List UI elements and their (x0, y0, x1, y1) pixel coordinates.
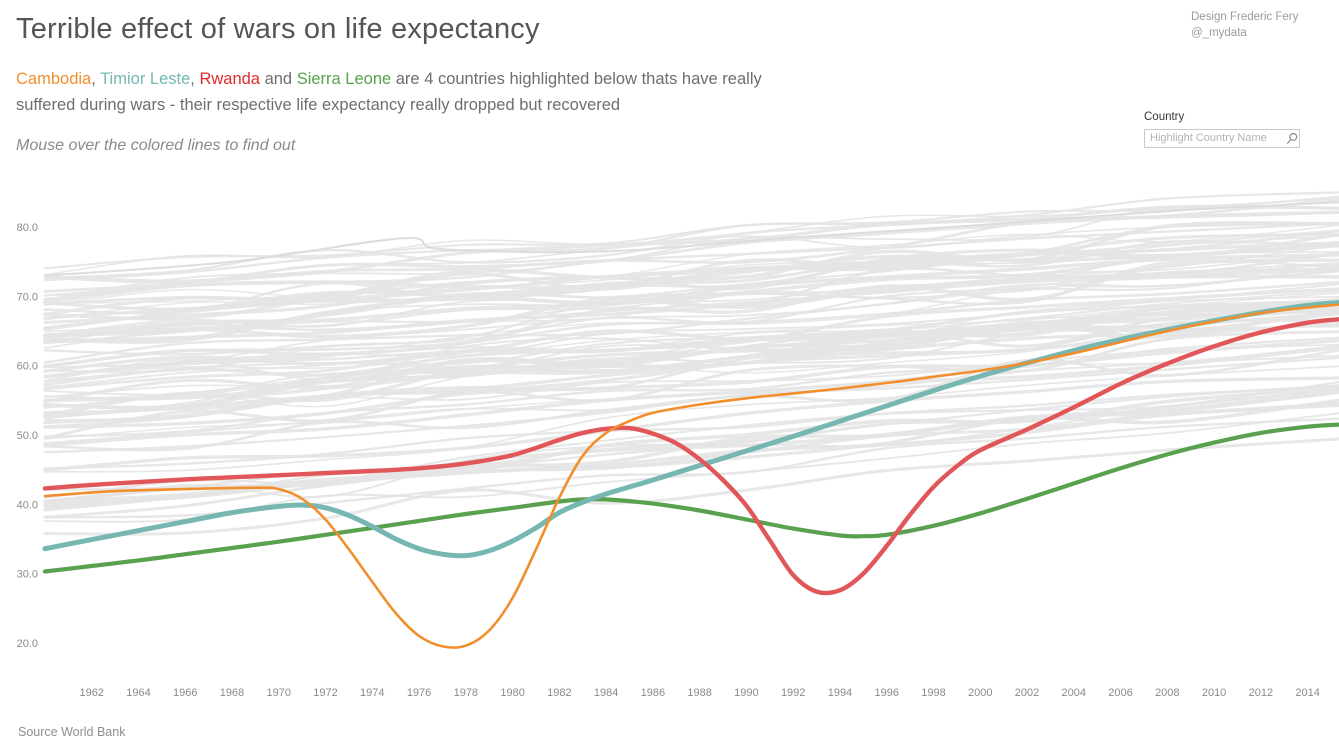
x-tick-label: 1996 (874, 687, 898, 699)
y-tick-label: 60.0 (17, 361, 38, 373)
x-tick-label: 2002 (1015, 687, 1039, 699)
chart-subtitle: Cambodia, Timior Leste, Rwanda and Sierr… (16, 66, 956, 118)
country-label-timor-leste: Timior Leste (100, 70, 191, 88)
y-tick-label: 30.0 (17, 569, 38, 581)
country-label-rwanda: Rwanda (199, 70, 260, 88)
x-tick-label: 2000 (968, 687, 992, 699)
highlighted-country-lines[interactable] (42, 300, 1339, 649)
subtitle-line-2: suffered during wars - their respective … (16, 96, 621, 114)
x-tick-label: 1992 (781, 687, 805, 699)
x-tick-label: 1988 (687, 687, 711, 699)
country-label-cambodia: Cambodia (16, 70, 92, 88)
background-country-lines (43, 191, 1339, 536)
subtitle-line-1: Cambodia, Timior Leste, Rwanda and Sierr… (16, 70, 762, 88)
country-label-sierra-leone: Sierra Leone (296, 70, 392, 88)
x-tick-label: 1994 (828, 687, 852, 699)
instruction-note: Mouse over the colored lines to find out (16, 137, 296, 154)
x-tick-label: 2008 (1155, 687, 1179, 699)
country-filter[interactable] (1144, 128, 1302, 149)
x-tick-label: 1986 (641, 687, 665, 699)
x-tick-label: 1974 (360, 687, 384, 699)
x-tick-label: 1976 (407, 687, 431, 699)
x-tick-label: 1978 (454, 687, 478, 699)
country-search-input[interactable] (1144, 128, 1300, 148)
x-tick-label: 1980 (500, 687, 524, 699)
page-title: Terrible effect of wars on life expectan… (16, 13, 540, 45)
x-tick-label: 1968 (220, 687, 244, 699)
x-tick-label: 1998 (921, 687, 945, 699)
credit-handle: @_mydata (1191, 27, 1247, 39)
x-tick-label: 1962 (79, 687, 103, 699)
x-tick-label: 1990 (734, 687, 758, 699)
x-tick-label: 1964 (126, 687, 150, 699)
x-tick-label: 2012 (1249, 687, 1273, 699)
x-tick-label: 1972 (313, 687, 337, 699)
y-tick-label: 20.0 (17, 638, 38, 650)
series-line-rwanda[interactable] (42, 317, 1339, 596)
y-tick-label: 40.0 (17, 499, 38, 511)
x-tick-label: 1984 (594, 687, 618, 699)
search-icon[interactable] (1285, 132, 1298, 145)
x-tick-label: 2010 (1202, 687, 1226, 699)
x-tick-label: 2014 (1295, 687, 1319, 699)
y-tick-label: 70.0 (17, 291, 38, 303)
credit-name: Design Frederic Fery (1191, 11, 1299, 23)
y-tick-label: 50.0 (17, 430, 38, 442)
series-line-timior-leste[interactable] (42, 300, 1339, 559)
source-caption: Source World Bank (18, 725, 126, 739)
x-tick-label: 1970 (267, 687, 291, 699)
series-line-cambodia[interactable] (43, 303, 1339, 649)
country-filter-label: Country (1144, 111, 1185, 123)
x-tick-label: 2004 (1062, 687, 1086, 699)
x-axis-tick-labels: 1962 1964 1966 1968 1970 1972 1974 1976 1978 1980… (79, 687, 1319, 699)
x-tick-label: 1966 (173, 687, 197, 699)
designer-credit: Design Frederic Fery @_mydata (1191, 9, 1298, 41)
x-tick-label: 2006 (1108, 687, 1132, 699)
series-line-sierra-leone[interactable] (42, 422, 1339, 574)
y-axis-tick-labels: 80.0 70.0 60.0 50.0 40.0 30.0 20.0 (17, 222, 38, 650)
y-tick-label: 80.0 (17, 222, 38, 234)
x-tick-label: 1982 (547, 687, 571, 699)
